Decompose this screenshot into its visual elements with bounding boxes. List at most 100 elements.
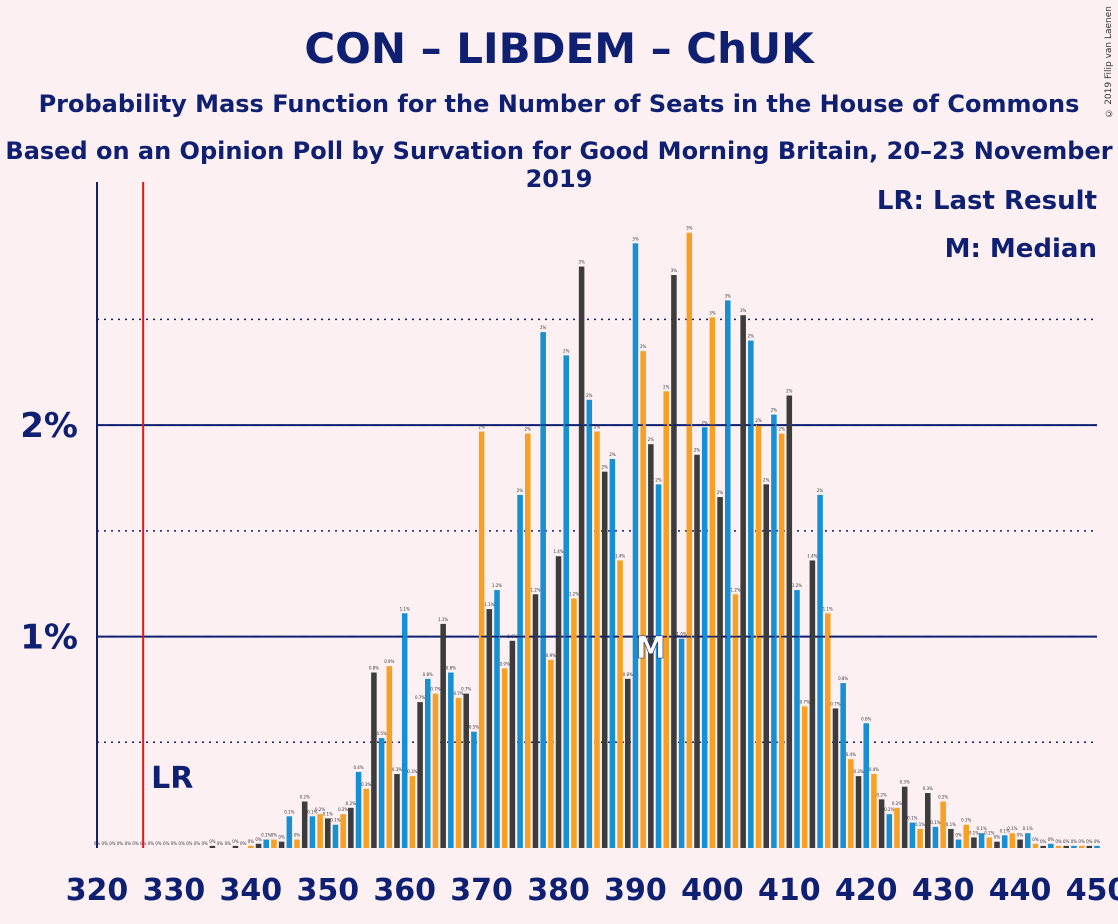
- bar-label-seat-334: 0%: [202, 841, 209, 846]
- bar-label-seat-327: 0%: [148, 841, 155, 846]
- bar-label-seat-409: 2%: [778, 427, 785, 432]
- bar-seat-379: [548, 659, 554, 848]
- bar-seat-364: [432, 693, 439, 848]
- bar-label-seat-415: 1.1%: [823, 606, 833, 611]
- y-tick-labels: 1% 2%: [20, 406, 78, 657]
- bar-seat-411: [794, 590, 800, 848]
- x-tick-420: 420: [835, 873, 898, 908]
- bar-seat-430: [940, 801, 946, 848]
- bar-label-seat-442: 0%: [1032, 837, 1039, 842]
- bar-seat-346: [294, 839, 300, 848]
- bar-seat-432: [955, 839, 962, 848]
- bar-seat-372: [494, 590, 500, 848]
- bar-seat-396: [678, 638, 685, 848]
- bar-label-seat-413: 1.4%: [807, 553, 817, 558]
- x-tick-330: 330: [143, 873, 206, 908]
- bar-label-seat-447: 0%: [1071, 839, 1078, 844]
- bar-seat-362: [417, 702, 423, 848]
- bar-label-seat-340: 0%: [248, 839, 255, 844]
- bar-seat-434: [971, 837, 977, 848]
- bar-label-seat-439: 0.1%: [1007, 826, 1017, 831]
- bar-label-seat-398: 2%: [694, 448, 701, 453]
- bar-seat-369: [471, 731, 477, 848]
- bar-label-seat-434: 0.1%: [969, 830, 979, 835]
- bar-label-seat-330: 0%: [171, 841, 178, 846]
- bar-seat-408: [771, 414, 777, 848]
- last-result-label: LR: [151, 761, 193, 796]
- bar-label-seat-324: 0%: [125, 841, 132, 846]
- bar-label-seat-405: 2%: [748, 334, 755, 339]
- bar-label-seat-432: 0%: [955, 833, 962, 838]
- bar-label-seat-392: 2%: [648, 437, 655, 442]
- bar-seat-344: [278, 841, 285, 848]
- bar-seat-393: [655, 484, 662, 848]
- bar-seat-391: [640, 351, 646, 848]
- bar-label-seat-423: 0.2%: [884, 807, 894, 812]
- bar-seat-376: [525, 433, 531, 848]
- bar-seat-338: [232, 845, 239, 848]
- bar-label-seat-437: 0%: [994, 835, 1001, 840]
- bar-seat-395: [671, 275, 677, 848]
- bar-label-seat-436: 0.1%: [984, 830, 994, 835]
- bar-seat-345: [286, 816, 293, 848]
- bar-seat-371: [486, 609, 493, 848]
- bar-seat-405: [748, 340, 754, 848]
- bar-label-seat-422: 0.2%: [877, 792, 887, 797]
- bar-seat-403: [732, 594, 739, 848]
- bar-label-seat-412: 0.7%: [800, 699, 810, 704]
- bar-label-seat-421: 0.4%: [869, 767, 879, 772]
- bar-label-seat-341: 0%: [255, 837, 262, 842]
- bar-seat-429: [932, 826, 939, 848]
- bar-label-seat-419: 0.3%: [853, 769, 863, 774]
- bar-seat-416: [832, 708, 839, 848]
- y-tick-1%: 1%: [20, 618, 78, 658]
- bar-seat-450: [1094, 845, 1100, 848]
- bar-seat-442: [1032, 843, 1039, 848]
- bar-label-seat-388: 1.4%: [615, 553, 625, 558]
- bar-label-seat-357: 0.5%: [377, 731, 387, 736]
- bar-seat-383: [578, 266, 585, 849]
- bar-seat-417: [840, 683, 846, 848]
- bar-label-seat-389: 0.8%: [623, 672, 633, 677]
- bar-seat-398: [694, 454, 700, 848]
- bar-label-seat-352: 0.2%: [338, 807, 348, 812]
- bar-seat-401: [717, 497, 723, 848]
- bar-seat-388: [617, 560, 623, 848]
- bar-seat-367: [455, 697, 462, 848]
- bar-seat-365: [440, 623, 446, 848]
- bar-label-seat-408: 2%: [771, 408, 778, 413]
- bar-seat-426: [909, 822, 916, 848]
- bar-seat-428: [925, 793, 931, 848]
- bar-seat-386: [601, 471, 608, 848]
- bar-seat-402: [725, 300, 731, 848]
- bar-label-seat-385: 2%: [594, 424, 601, 429]
- bar-seat-443: [1040, 845, 1046, 848]
- bar-label-seat-342: 0.1%: [261, 833, 271, 838]
- bar-seat-427: [917, 828, 923, 848]
- bar-label-seat-387: 2%: [609, 452, 616, 457]
- bar-seat-340: [248, 845, 254, 848]
- x-tick-370: 370: [450, 873, 513, 908]
- x-tick-360: 360: [373, 873, 436, 908]
- bar-label-seat-381: 2%: [563, 348, 570, 353]
- bar-seat-351: [332, 824, 339, 848]
- bar-seat-439: [1009, 833, 1016, 848]
- bar-seat-446: [1063, 845, 1069, 848]
- bar-label-seat-417: 0.8%: [838, 676, 848, 681]
- bar-label-seat-333: 0%: [194, 841, 201, 846]
- bar-label-seat-399: 2%: [702, 420, 709, 425]
- bar-seat-382: [571, 598, 577, 848]
- bar-seat-410: [786, 395, 793, 848]
- bar-seat-357: [378, 738, 385, 848]
- bar-label-seat-380: 1.4%: [553, 549, 563, 554]
- bar-label-seat-429: 0.1%: [930, 820, 940, 825]
- bar-seat-342: [263, 839, 269, 848]
- bar-label-seat-420: 0.6%: [861, 716, 871, 721]
- bar-seat-373: [501, 668, 508, 848]
- bar-label-seat-353: 0.2%: [346, 801, 356, 806]
- bar-label-seat-424: 0.2%: [892, 801, 902, 806]
- x-tick-380: 380: [527, 873, 590, 908]
- bar-label-seat-339: 0%: [240, 841, 247, 846]
- bar-label-seat-414: 2%: [817, 488, 824, 493]
- bar-seat-418: [848, 759, 854, 848]
